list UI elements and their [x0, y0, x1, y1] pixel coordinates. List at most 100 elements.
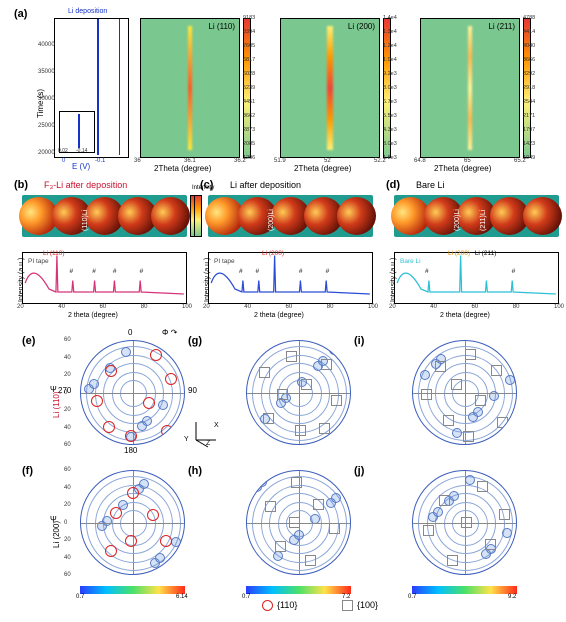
- cb-tick-1-10: 1.8e3: [383, 155, 397, 161]
- marker-j-0: [477, 481, 488, 492]
- panel-label-(g): (g): [188, 335, 202, 347]
- marker-h-3: [289, 517, 300, 528]
- intensity-label: Intensity: [192, 185, 214, 191]
- marker-g-5: [331, 395, 342, 406]
- marker-i-2: [491, 365, 502, 376]
- legend-circle-icon: [262, 600, 273, 611]
- strip-title-0: F₃-Li after deposition: [44, 180, 127, 190]
- xrd-hash-0-3: #: [113, 268, 117, 275]
- inset-x0: 0.02: [58, 148, 68, 154]
- cb-tick-1-0: 1.4e4: [383, 15, 397, 21]
- pole-blob-i-4: [489, 391, 499, 401]
- cb-tick-1-4: 9.2e3: [383, 71, 397, 77]
- panel-label-(h): (h): [188, 465, 202, 477]
- cb-tick-2-4: 3292: [523, 71, 535, 77]
- pole-j: [412, 470, 517, 575]
- heatmap-xlabel-1: 2Theta (degree): [294, 164, 351, 173]
- xrd-hash-0-1: #: [70, 268, 74, 275]
- marker-h-0: [291, 477, 302, 488]
- cb-tick-2-8: 1797: [523, 127, 535, 133]
- marker-e-7: [125, 430, 137, 442]
- cb-tick-0-2: 7605: [243, 43, 255, 49]
- marker-i-6: [443, 415, 454, 426]
- legend-square-icon: [342, 600, 353, 611]
- h-cb-max-2: 9.2: [508, 594, 516, 600]
- a-ytick-4: 40000: [38, 42, 55, 48]
- pole-blob-f-3: [171, 537, 181, 547]
- heatmap-2: Li (211): [420, 18, 520, 158]
- xrd-xlabel-1: 2 theta (degree): [254, 312, 304, 319]
- marker-j-3: [461, 517, 472, 528]
- marker-j-5: [485, 539, 496, 550]
- xrd-xlabel-0: 2 theta (degree): [68, 312, 118, 319]
- h-cb-max-0: 6.14: [176, 594, 188, 600]
- axis-line: [119, 19, 120, 155]
- marker-i-8: [463, 431, 474, 442]
- marker-h-1: [265, 501, 276, 512]
- heatmap-streak-2: [468, 26, 472, 150]
- psi-tick-e-1: 40: [64, 355, 71, 361]
- pole-blob-h-5: [257, 477, 267, 487]
- marker-f-2: [147, 509, 159, 521]
- pole-i: [412, 340, 517, 445]
- phi-label: Φ ↷: [162, 328, 177, 337]
- psi-tick-f-4: 20: [64, 537, 71, 543]
- marker-g-2: [259, 367, 270, 378]
- pole-blob-g-0: [329, 345, 339, 355]
- xrd-xtick-0-4: 100: [182, 304, 192, 310]
- marker-f-1: [110, 507, 122, 519]
- pole-blob-f-7: [139, 479, 149, 489]
- xrd-ylabel-1: Intensity (a.u.): [204, 258, 211, 302]
- cb-tick-0-9: 2085: [243, 141, 255, 147]
- li-deposition-label: Li deposition: [68, 8, 107, 15]
- heatmap-title-0: Li (110): [208, 22, 235, 31]
- psi-tick-f-2: 20: [64, 502, 71, 508]
- marker-g-8: [319, 423, 330, 434]
- psi-tick-e-4: 20: [64, 407, 71, 413]
- pole-blob-f-6: [102, 516, 112, 526]
- pole-blob-e-2: [121, 347, 131, 357]
- xrd-xtick-0-2: 60: [100, 304, 107, 310]
- xrd-bg-annot-0: PI tape: [28, 258, 49, 265]
- xrd-xtick-0-0: 20: [17, 304, 24, 310]
- cb-tick-0-8: 2873: [243, 127, 255, 133]
- pole-blob-e-5: [142, 416, 152, 426]
- heatmap-xtick-1-1: 52: [324, 158, 331, 164]
- pole-f: [80, 470, 185, 575]
- panel-label-(d): (d): [386, 179, 400, 191]
- cb-tick-1-9: 3.0e3: [383, 141, 397, 147]
- pole-blob-e-3: [158, 400, 168, 410]
- panel-label-(b): (b): [14, 179, 28, 191]
- a-ytick-3: 35000: [38, 69, 55, 75]
- cb-tick-2-9: 1423: [523, 141, 535, 147]
- psi-label-1: Ψ: [50, 515, 57, 524]
- marker-g-1: [321, 359, 332, 370]
- strip-colorbar-1: [194, 195, 202, 237]
- h-cb-min-1: 0.7: [242, 594, 250, 600]
- angle-0: 0: [128, 328, 132, 337]
- panel-label-(f): (f): [22, 465, 33, 477]
- xrd-xtick-2-3: 80: [513, 304, 520, 310]
- psi-tick-f-3: 0: [64, 520, 67, 526]
- heatmap-xtick-0-0: 36: [134, 158, 141, 164]
- psi-tick-f-6: 60: [64, 572, 71, 578]
- marker-g-7: [295, 425, 306, 436]
- cb-tick-1-8: 4.3e3: [383, 127, 397, 133]
- marker-j-2: [499, 509, 510, 520]
- cb-tick-2-0: 4788: [523, 15, 535, 21]
- pole-blob-h-3: [273, 551, 283, 561]
- marker-e-0: [150, 349, 162, 361]
- heatmap-1: Li (200): [280, 18, 380, 158]
- disc-0-4: [151, 197, 190, 235]
- heatmap-xtick-0-1: 36.1: [184, 158, 196, 164]
- h-colorbar-1: [246, 586, 351, 594]
- strip-title-2: Bare Li: [416, 180, 445, 190]
- ax-x: X: [214, 422, 219, 429]
- heatmap-title-2: Li (211): [488, 22, 515, 31]
- disc-label-0-0: (110)Li: [82, 210, 89, 231]
- cb-tick-0-1: 8394: [243, 29, 255, 35]
- marker-e-4: [143, 397, 155, 409]
- pole-h: [246, 470, 351, 575]
- pole-blob-h-4: [310, 514, 320, 524]
- xrd-xtick-1-0: 20: [203, 304, 210, 310]
